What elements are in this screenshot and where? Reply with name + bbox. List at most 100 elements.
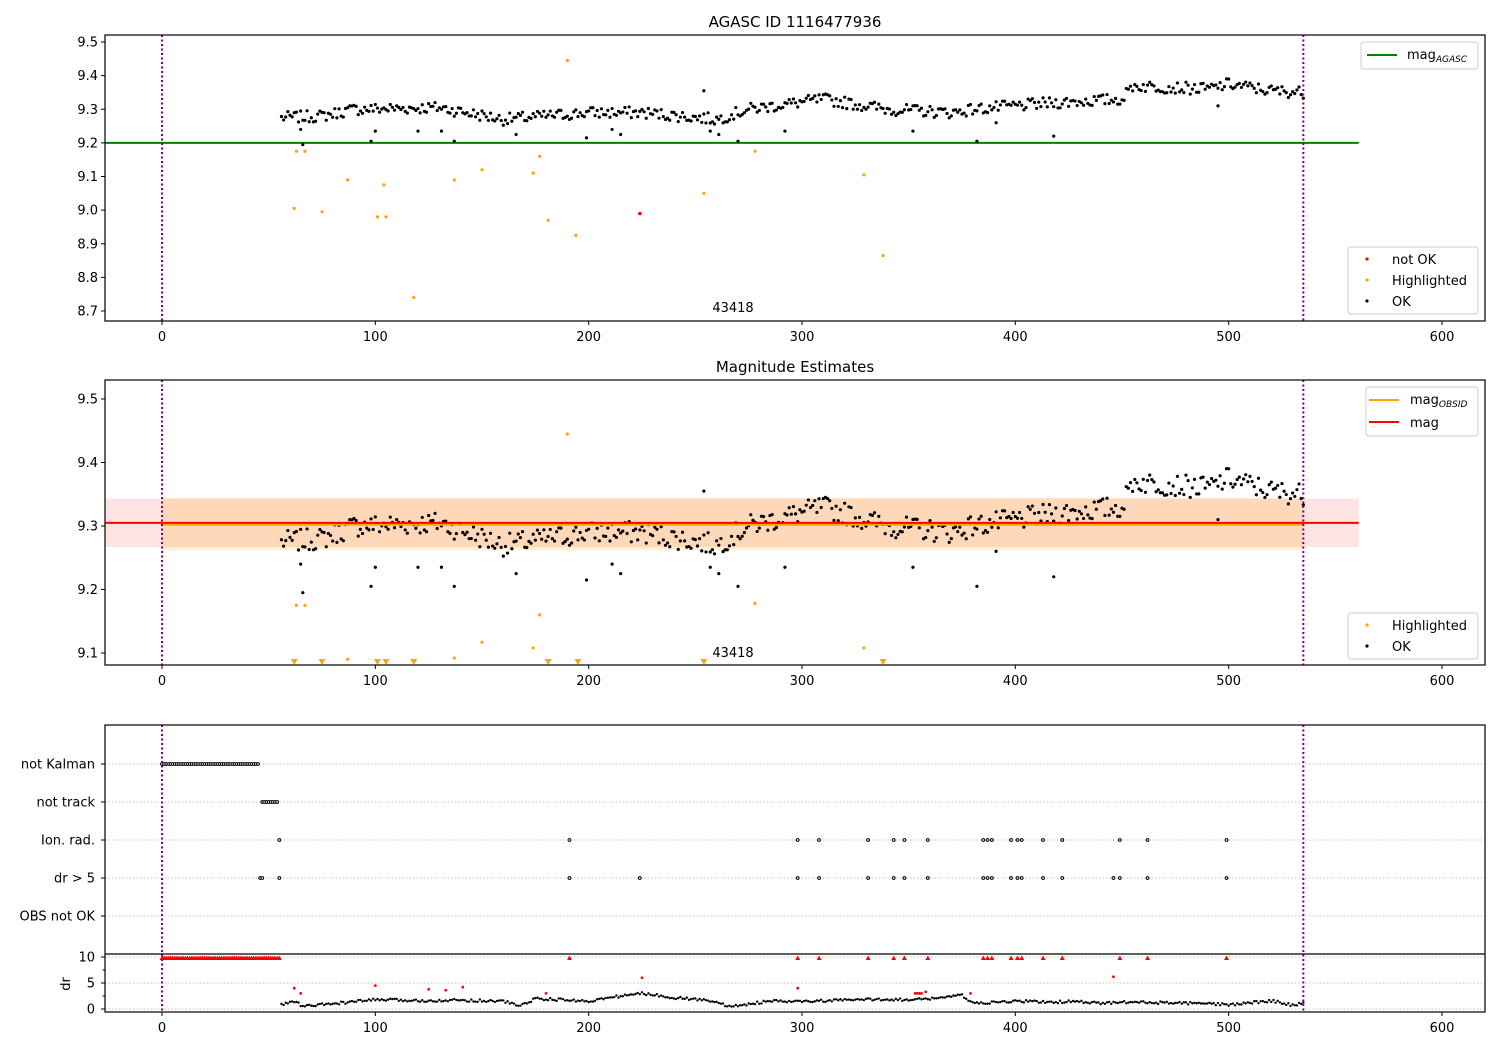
dr-point [696,999,699,1002]
ok-point [1177,90,1182,94]
ok-point [902,525,906,529]
dr-point [401,1000,405,1003]
y-tick-label: 9.3 [77,520,98,535]
dr-point [589,1000,592,1003]
dr-point [523,1001,526,1005]
dr-point [544,998,548,1001]
dr-point [1199,1002,1203,1005]
ok-point [994,100,998,104]
ok-point [559,108,563,112]
ok-point [985,111,990,115]
ok-point [644,116,648,120]
dr-point [303,1005,307,1008]
dr-point [642,992,646,996]
dr-point [1107,1000,1111,1004]
ok-point [561,541,565,545]
dr-clipped-marker [865,955,871,960]
ok-point [715,115,719,119]
ok-point [416,106,420,111]
dr-point [549,996,552,1000]
legend-box [1360,41,1479,70]
ok-point [331,539,335,543]
ok-point [1141,82,1145,87]
ok-point [994,549,998,554]
ok-point [1265,493,1269,497]
ok-point [1188,495,1192,499]
ok-point [1254,493,1258,497]
ok-point [689,546,693,550]
dr-point [553,998,556,1002]
ok-point [1261,89,1265,94]
dr-point [1116,1001,1119,1005]
dr-point [1139,1000,1143,1003]
dr-point [1054,1000,1058,1004]
ok-point [917,526,921,530]
ok-point [1233,85,1237,89]
ok-point [1184,473,1188,477]
ok-point [806,498,810,502]
dr-point [412,999,415,1002]
ok-point [651,534,655,538]
dr-point [843,997,846,1001]
dr-point [713,1000,716,1004]
dr-point [1041,999,1045,1003]
ok-point [386,109,390,113]
dr-point [802,999,806,1003]
ok-point [555,530,559,534]
dr-point [711,1000,714,1003]
dr-point [677,996,680,1000]
dr-point [399,998,403,1001]
ok-point [593,114,597,118]
dr-point [979,1001,983,1004]
dr-point [1031,1000,1034,1003]
ok-point [371,527,375,532]
ok-point [1073,99,1077,103]
dr-point [659,994,663,997]
ok-point [1037,100,1041,104]
panel1-frame [104,34,1486,322]
dr-point [450,998,454,1002]
ok-point [495,117,499,121]
ok-point [452,537,456,541]
ok-point [817,497,821,501]
ok-point [1286,95,1290,100]
dr-point [783,1000,787,1003]
ok-point [1227,77,1231,81]
dr-point [559,997,563,1000]
dr-point [664,996,667,999]
ok-point [587,109,591,113]
dr-point [467,1000,471,1003]
ok-point [962,111,966,115]
ok-point [501,123,505,127]
ok-point [811,503,815,508]
ok-point [860,108,864,113]
dr-point [429,999,432,1002]
ok-point [1235,477,1239,482]
highlighted-point [452,178,456,182]
dr-point [1208,1001,1211,1004]
ok-point [375,106,380,110]
ok-point [1049,512,1054,516]
dr-point [815,999,819,1002]
highlighted-point [537,613,542,617]
ok-point [751,518,755,522]
ok-point [499,118,503,123]
ok-point [435,108,439,113]
ok-point [1280,481,1284,486]
x-tick-label: 100 [363,674,388,689]
dr-point [504,1001,507,1004]
dr-point [726,1005,729,1008]
ok-point [704,550,708,554]
ok-point [1107,101,1111,106]
ok-point [740,534,744,538]
ok-point [433,100,437,105]
legend-label-mag-obsid: magOBSID [1410,393,1468,410]
ok-point [580,536,584,540]
dr-point [1221,1002,1224,1005]
flag-dr-gt-5 [1117,876,1122,880]
panel2-legend-lower: Highlighted OK [1347,612,1479,660]
ok-point [668,545,672,549]
ok-point [1145,478,1150,483]
ok-point [1075,517,1079,521]
legend-marker-not-ok [1365,257,1369,261]
